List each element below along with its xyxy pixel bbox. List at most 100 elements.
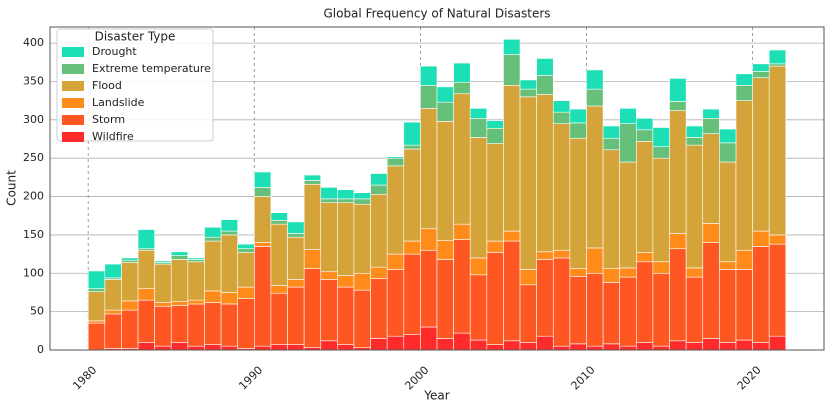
- bar-segment: [220, 345, 238, 351]
- bar-segment: [320, 187, 338, 200]
- bar-segment: [752, 342, 770, 351]
- bar-segment: [569, 108, 587, 124]
- bar-segment: [685, 276, 704, 343]
- bar-segment: [685, 267, 704, 278]
- bar-segment: [436, 101, 454, 122]
- bar-segment: [602, 268, 621, 283]
- bar-segment: [204, 302, 222, 345]
- bar-segment: [503, 340, 521, 351]
- bar-segment: [652, 127, 670, 147]
- bar-segment: [536, 335, 554, 351]
- bar-segment: [503, 54, 521, 86]
- bar-segment: [586, 88, 604, 107]
- bar-segment: [719, 269, 737, 343]
- bar-segment: [503, 38, 521, 55]
- bar-segment: [636, 342, 654, 351]
- bar-segment: [453, 332, 471, 351]
- bar-segment: [752, 77, 770, 232]
- bar-segment: [420, 65, 438, 86]
- bar-segment: [337, 344, 355, 351]
- x-tick-label: 2020: [735, 364, 764, 393]
- bar-segment: [420, 108, 438, 230]
- bar-segment: [370, 193, 388, 268]
- y-tick-label: 250: [23, 151, 44, 164]
- legend-title: Disaster Type: [95, 30, 176, 44]
- bar-segment: [669, 110, 687, 234]
- bar-segment: [270, 344, 288, 351]
- y-tick-label: 200: [23, 190, 44, 203]
- bar-segment: [669, 78, 687, 102]
- bar-segment: [320, 279, 338, 342]
- bar-segment: [486, 143, 504, 242]
- y-tick-label: 100: [23, 266, 44, 279]
- bar-segment: [735, 85, 753, 101]
- bar-segment: [87, 322, 106, 351]
- bar-segment: [220, 292, 238, 305]
- bar-segment: [536, 94, 554, 253]
- bar-segment: [453, 62, 471, 83]
- bar-segment: [436, 86, 454, 103]
- legend-label: Drought: [92, 45, 137, 58]
- bar-segment: [187, 261, 205, 301]
- bar-segment: [569, 137, 587, 269]
- bar-segment: [685, 125, 704, 138]
- bar-segment: [204, 226, 222, 238]
- bar-segment: [187, 259, 205, 263]
- bar-segment: [768, 63, 787, 67]
- bar-segment: [652, 272, 670, 347]
- bar-segment: [154, 302, 172, 307]
- bar-segment: [735, 73, 753, 86]
- bar-segment: [204, 240, 222, 292]
- bar-segment: [685, 144, 704, 269]
- bar-segment: [719, 342, 737, 351]
- bar-segment: [237, 252, 255, 288]
- bar-segment: [669, 233, 687, 250]
- bar-segment: [669, 248, 687, 342]
- legend-swatch: [62, 98, 84, 108]
- bar-segment: [420, 85, 438, 109]
- bar-segment: [469, 257, 488, 276]
- bar-segment: [370, 184, 388, 195]
- legend-label: Wildfire: [92, 130, 134, 143]
- bar-segment: [303, 268, 322, 348]
- x-tick-label: 1990: [236, 364, 265, 393]
- bar-segment: [386, 269, 405, 337]
- bar-segment: [652, 345, 670, 351]
- bar-segment: [735, 269, 753, 341]
- bar-segment: [552, 111, 571, 124]
- bar-segment: [370, 266, 388, 279]
- bar-segment: [552, 249, 571, 259]
- bar-segment: [420, 228, 438, 251]
- bar-segment: [220, 303, 238, 347]
- bar-segment: [586, 345, 604, 351]
- legend-swatch: [62, 64, 84, 74]
- bar-segment: [719, 128, 737, 144]
- bar-segment: [669, 101, 687, 111]
- bar-segment: [104, 263, 122, 279]
- bar-segment: [702, 108, 720, 119]
- bar-segment: [137, 342, 155, 351]
- bar-segment: [469, 117, 488, 138]
- bar-segment: [237, 243, 255, 250]
- bar-segment: [237, 286, 255, 299]
- bar-segment: [87, 288, 106, 292]
- bar-segment: [636, 141, 654, 253]
- bar-segment: [121, 257, 139, 261]
- bar-segment: [204, 290, 222, 303]
- bar-segment: [586, 272, 604, 347]
- bar-segment: [403, 148, 421, 242]
- bar-segment: [552, 345, 571, 351]
- bar-segment: [702, 242, 720, 339]
- bar-segment: [220, 230, 238, 236]
- bar-segment: [702, 117, 720, 134]
- bar-segment: [636, 129, 654, 142]
- bar-segment: [619, 345, 637, 351]
- bar-segment: [569, 276, 587, 345]
- bar-segment: [87, 320, 106, 324]
- bar-segment: [154, 260, 172, 263]
- bar-segment: [170, 305, 189, 343]
- bar-segment: [436, 121, 454, 241]
- bar-segment: [735, 339, 753, 351]
- bar-segment: [337, 202, 355, 276]
